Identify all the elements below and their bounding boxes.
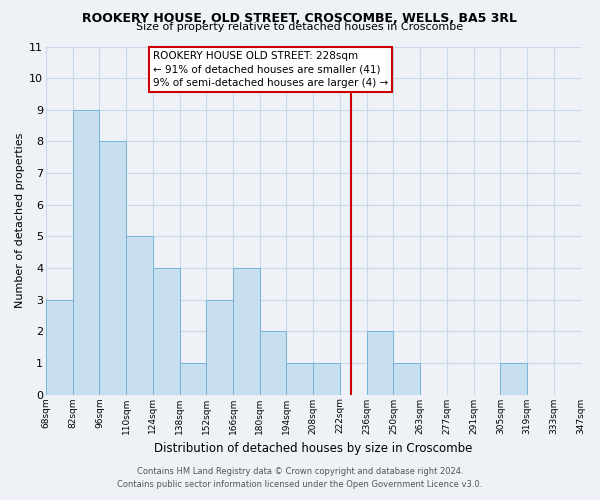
Text: ROOKERY HOUSE OLD STREET: 228sqm
← 91% of detached houses are smaller (41)
9% of: ROOKERY HOUSE OLD STREET: 228sqm ← 91% o…	[153, 51, 388, 88]
Bar	[206, 300, 233, 394]
Text: Size of property relative to detached houses in Croscombe: Size of property relative to detached ho…	[136, 22, 464, 32]
Y-axis label: Number of detached properties: Number of detached properties	[15, 133, 25, 308]
Bar	[233, 268, 260, 394]
Text: ROOKERY HOUSE, OLD STREET, CROSCOMBE, WELLS, BA5 3RL: ROOKERY HOUSE, OLD STREET, CROSCOMBE, WE…	[83, 12, 517, 24]
Bar	[153, 268, 179, 394]
Bar	[286, 363, 313, 394]
Bar	[179, 363, 206, 394]
Bar	[500, 363, 527, 394]
Bar	[126, 236, 153, 394]
Bar	[46, 300, 73, 394]
Bar	[313, 363, 340, 394]
Bar	[260, 331, 286, 394]
Bar	[100, 142, 126, 394]
Bar	[394, 363, 420, 394]
Bar	[73, 110, 100, 395]
Bar	[367, 331, 394, 394]
X-axis label: Distribution of detached houses by size in Croscombe: Distribution of detached houses by size …	[154, 442, 472, 455]
Text: Contains HM Land Registry data © Crown copyright and database right 2024.
Contai: Contains HM Land Registry data © Crown c…	[118, 468, 482, 489]
